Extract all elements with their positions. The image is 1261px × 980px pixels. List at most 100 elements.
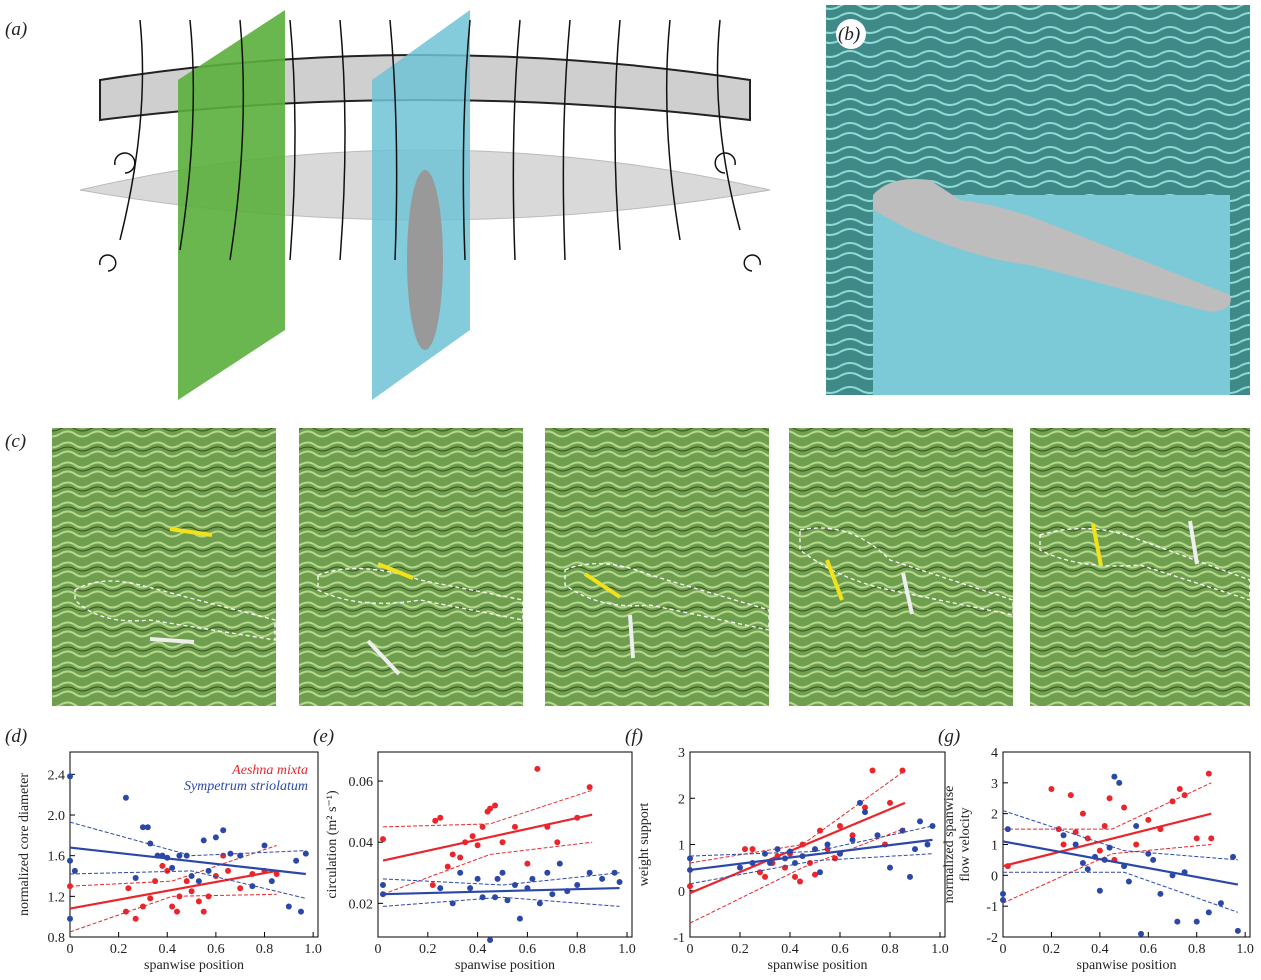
data-point [1133,841,1140,848]
data-point [817,827,823,834]
x-tick-label: 0.8 [256,942,274,957]
plot-frame [69,751,319,938]
data-point [907,873,913,880]
data-point [574,882,581,889]
data-point [1048,786,1055,792]
data-point [687,855,693,862]
data-point [147,895,154,902]
data-point [188,873,195,880]
data-point [1205,909,1212,916]
data-point [554,839,561,846]
data-point [444,863,451,870]
data-point [862,804,868,811]
data-point [767,860,773,866]
data-point [437,814,444,821]
x-tick-label: 0.2 [731,942,749,957]
data-point [261,842,268,849]
data-point [237,852,244,859]
data-point [1208,835,1215,842]
data-point [912,846,918,853]
data-point [467,885,474,892]
data-point [297,908,304,915]
y-tick-label: 3 [991,777,998,792]
y-tick-label: 0.8 [48,931,66,946]
data-point [273,870,280,877]
data-point [139,824,146,831]
data-point [1121,804,1128,811]
panel-label: (g) [938,726,960,747]
data-point [511,823,518,830]
data-point [1072,841,1079,848]
x-tick-label: 0 [67,942,74,957]
data-point [457,854,464,861]
x-axis-label: spanwise position [768,958,868,973]
fit-line [1002,840,1239,886]
x-tick-label: 0.6 [519,942,537,957]
x-tick-label: 0.2 [110,942,128,957]
data-point [205,867,212,874]
y-axis-label: circulation (m² s⁻¹) [325,790,340,899]
data-point [1084,866,1091,873]
confidence-band [1002,810,1238,861]
data-point [188,888,195,895]
data-point [144,824,151,831]
data-point [152,878,159,885]
data-point [169,864,176,871]
data-point [268,878,275,885]
x-tick-label: 0.6 [1140,942,1158,957]
confidence-band [1003,871,1239,913]
panel-c-illustration: (c) [5,428,1251,706]
data-point [285,903,292,910]
data-point [616,878,623,885]
y-tick-label: -1 [986,900,998,915]
y-tick-label: 0.02 [349,897,374,912]
data-point [1217,900,1224,907]
panel-b-illustration: (b) [826,5,1250,395]
fit-line [689,838,933,872]
data-point [849,836,856,843]
data-point [122,794,129,801]
data-point [164,867,171,874]
data-point [687,883,693,890]
data-point [237,885,244,892]
fit-line [69,846,306,876]
data-point [857,799,863,806]
confidence-band [382,896,620,907]
data-point [183,878,190,885]
data-point [762,873,768,880]
data-point [379,836,386,843]
x-axis-label: spanwise position [1077,958,1177,973]
y-tick-label: 1 [678,839,685,854]
confidence-band [689,825,933,857]
confidence-band [689,770,906,864]
fit-line [69,869,277,910]
y-tick-label: 1.2 [48,890,66,905]
data-point [917,818,923,825]
data-point [1174,918,1181,925]
data-point [479,823,486,830]
data-point [1084,835,1091,842]
data-point [1176,786,1183,792]
data-point [862,809,868,816]
data-point [504,897,511,904]
data-point [869,767,876,774]
panel-label: (a) [5,19,27,40]
x-tick-label: 0 [1000,942,1007,957]
data-point [849,832,856,839]
data-point [67,915,73,922]
x-tick-label: 0.8 [881,942,899,957]
data-point [71,867,78,874]
legend-entry: Sympetrum striolatum [184,779,308,794]
panel-label: (f) [625,726,643,747]
data-point [449,900,456,907]
data-point [487,937,494,944]
confidence-band [69,821,306,857]
confidence-band [689,827,906,924]
data-point [611,869,618,876]
x-tick-label: 0.4 [1091,942,1109,957]
x-tick-label: 0.4 [159,942,177,957]
data-point [516,915,523,922]
data-point [492,894,499,901]
data-point [1000,890,1006,897]
y-tick-label: 1.6 [48,850,66,865]
